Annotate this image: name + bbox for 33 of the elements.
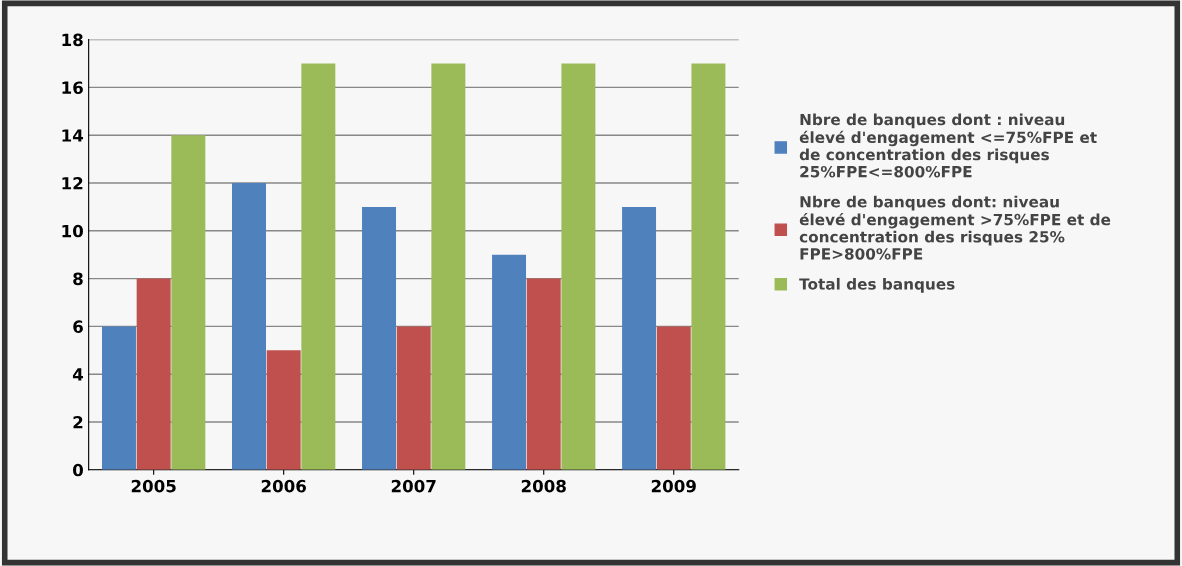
y-tick-label: 8 [73, 272, 83, 286]
bar [301, 63, 336, 470]
bar [362, 206, 397, 470]
legend-label: Total des banques [799, 277, 955, 293]
bar [396, 326, 431, 470]
bar [691, 63, 726, 470]
bar [431, 63, 466, 470]
y-tick-label: 18 [62, 33, 83, 47]
legend-label: Nbre de banques dont: niveau élevé d'engagement >75%FPE et de concentration des risques 25% FPE>800%FPE [799, 195, 1111, 260]
x-tick-label: 2008 [521, 479, 566, 493]
y-tick-label: 2 [73, 415, 83, 429]
bar [492, 254, 527, 470]
bar [622, 206, 657, 470]
bar [232, 183, 266, 470]
bar [171, 135, 206, 470]
y-tick-label: 4 [72, 368, 84, 381]
x-tick-label: 2006 [261, 479, 306, 493]
y-tick-label: 6 [73, 320, 83, 333]
y-tick-label: 16 [62, 81, 83, 94]
bar [136, 278, 171, 470]
y-tick-label: 12 [62, 176, 83, 190]
x-tick-label: 2007 [391, 479, 436, 493]
legend-label: Nbre de banques dont : niveau élevé d'engagement <=75%FPE et de concentration des risques 25%FPE<=800%FPE [799, 113, 1097, 178]
y-tick-label: 14 [62, 129, 84, 142]
x-tick-label: 2005 [131, 479, 176, 493]
bar [266, 350, 301, 470]
y-tick-label: 0 [72, 463, 83, 477]
bar [102, 326, 136, 470]
bar [561, 63, 596, 470]
y-tick-label: 10 [62, 224, 83, 238]
x-tick-label: 2009 [651, 479, 696, 493]
bar [526, 278, 561, 470]
bar [656, 326, 691, 470]
